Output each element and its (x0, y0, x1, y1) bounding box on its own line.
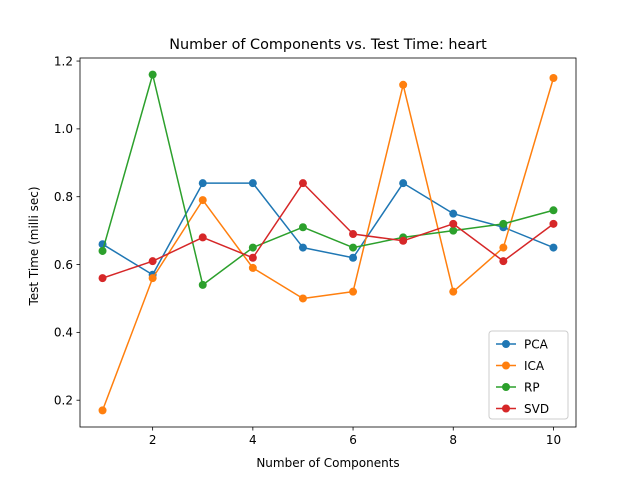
series-line-pca (102, 182, 554, 276)
plot-frame (79, 57, 577, 428)
y-tick-label: 1.2 (54, 54, 73, 68)
data-point-svd-8 (449, 219, 458, 228)
data-point-pca-6 (349, 253, 358, 262)
data-point-svd-3 (198, 233, 207, 242)
y-tick-label: 0.6 (54, 258, 73, 272)
plot-area: 2 4 6 8 10 0.2 0.4 0.6 0.8 1.0 1.2 (54, 54, 577, 447)
x-tick-label: 6 (349, 433, 357, 447)
data-point-ica-1 (98, 406, 107, 415)
y-tick-label: 0.2 (54, 394, 73, 408)
data-point-pca-5 (298, 243, 307, 252)
series-line-ica (101, 77, 555, 411)
data-point-rp-3 (198, 280, 207, 289)
data-point-pca-7 (399, 179, 408, 188)
legend-marker-pca (502, 340, 510, 348)
data-point-ica-3 (198, 196, 207, 205)
data-point-rp-6 (349, 243, 358, 252)
y-tick-label: 0.4 (54, 326, 73, 340)
legend-marker-rp (502, 383, 510, 391)
y-tick-label: 0.8 (54, 190, 73, 204)
data-point-svd-5 (298, 179, 307, 188)
legend: PCA ICA RP SVD (488, 330, 569, 420)
data-point-ica-6 (349, 287, 358, 296)
data-point-svd-10 (549, 219, 558, 228)
data-point-svd-9 (499, 257, 508, 266)
legend-marker-svd (502, 404, 510, 413)
data-point-ica-5 (298, 294, 307, 303)
data-point-svd-4 (248, 253, 257, 262)
series-line-svd (102, 182, 554, 279)
data-point-ica-9 (499, 243, 508, 252)
legend-marker-ica (502, 361, 510, 370)
data-point-pca-4 (248, 179, 257, 188)
legend-label-svd: SVD (524, 402, 549, 416)
data-point-ica-8 (449, 287, 458, 296)
series-line-rp (101, 73, 554, 286)
data-point-svd-6 (349, 230, 358, 239)
data-point-svd-1 (98, 274, 107, 283)
data-point-rp-2 (148, 70, 157, 79)
x-tick-label: 10 (546, 433, 561, 447)
y-tick-label: 1.0 (54, 122, 73, 136)
data-point-rp-5 (298, 223, 307, 232)
data-point-svd-7 (399, 236, 408, 245)
legend-label-ica: ICA (524, 359, 545, 373)
legend-box (488, 330, 569, 420)
legend-label-rp: RP (524, 380, 540, 394)
chart-title: Number of Components vs. Test Time: hear… (169, 37, 487, 53)
data-point-rp-9 (499, 219, 508, 228)
x-tick-label: 8 (449, 433, 457, 447)
x-tick-label: 4 (249, 433, 257, 447)
data-point-ica-2 (148, 274, 157, 283)
data-point-ica-10 (549, 74, 558, 83)
data-point-rp-1 (98, 246, 107, 255)
data-point-rp-8 (449, 226, 458, 235)
data-point-ica-7 (399, 80, 408, 89)
data-point-pca-10 (549, 243, 558, 252)
data-point-rp-4 (248, 243, 257, 252)
data-point-pca-8 (449, 209, 458, 218)
data-point-rp-10 (549, 206, 558, 215)
y-axis-label: Test Time (milli sec) (27, 186, 41, 306)
data-point-svd-2 (148, 257, 157, 266)
legend-label-pca: PCA (524, 337, 549, 351)
data-point-ica-4 (248, 263, 257, 272)
x-tick-label: 2 (149, 433, 157, 447)
x-axis-label: Number of Components (256, 456, 399, 470)
data-point-pca-3 (198, 179, 207, 188)
